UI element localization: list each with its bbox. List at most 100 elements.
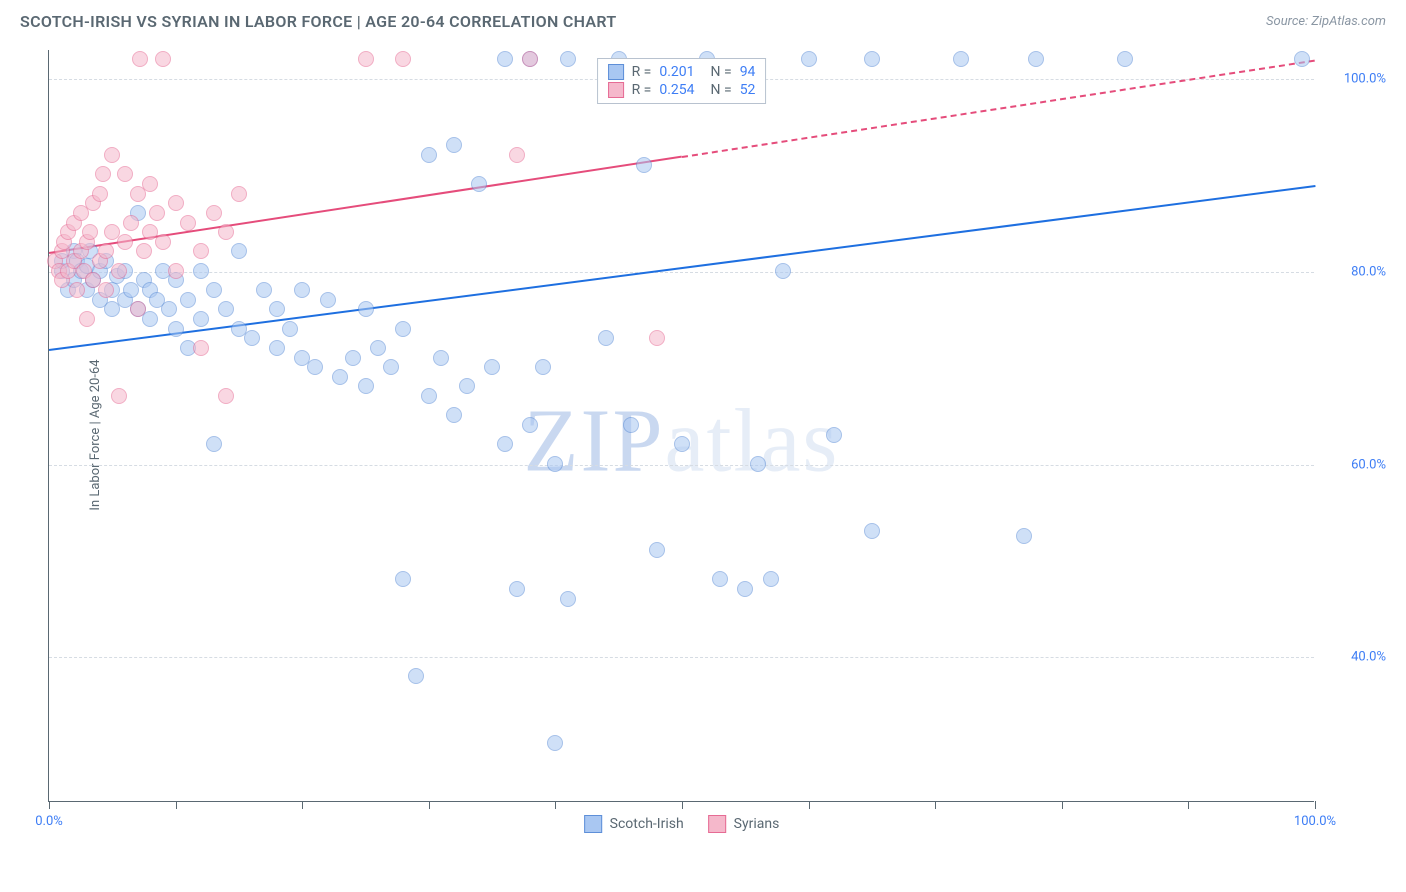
gridline-horizontal xyxy=(49,465,1314,466)
x-tick xyxy=(302,801,303,809)
scatter-point xyxy=(826,427,842,443)
scatter-point xyxy=(864,51,880,67)
r-label: R = xyxy=(632,82,652,98)
x-tick xyxy=(555,801,556,809)
gridline-horizontal xyxy=(49,272,1314,273)
scatter-point xyxy=(206,436,222,452)
scatter-point xyxy=(161,301,177,317)
stats-legend-row: R =0.254N =52 xyxy=(608,81,756,99)
y-tick-label: 100.0% xyxy=(1344,71,1386,86)
scatter-point xyxy=(256,282,272,298)
scatter-point xyxy=(307,359,323,375)
scatter-point xyxy=(231,186,247,202)
scatter-point xyxy=(509,581,525,597)
scatter-point xyxy=(218,388,234,404)
scatter-point xyxy=(130,301,146,317)
scatter-point xyxy=(1294,51,1310,67)
scatter-point xyxy=(180,215,196,231)
scatter-point xyxy=(623,417,639,433)
scatter-point xyxy=(206,282,222,298)
x-tick xyxy=(682,801,683,809)
scatter-point xyxy=(636,157,652,173)
stats-legend: R =0.201N =94R =0.254N =52 xyxy=(597,58,767,104)
scatter-point xyxy=(459,378,475,394)
scatter-point xyxy=(117,166,133,182)
scatter-point xyxy=(497,51,513,67)
r-value: 0.254 xyxy=(659,82,694,98)
scatter-point xyxy=(712,571,728,587)
chart-source: Source: ZipAtlas.com xyxy=(1266,14,1386,29)
scatter-point xyxy=(98,243,114,259)
scatter-point xyxy=(547,735,563,751)
series-legend-label: Syrians xyxy=(734,816,780,832)
scatter-point xyxy=(598,330,614,346)
gridline-horizontal xyxy=(49,657,1314,658)
scatter-point xyxy=(358,378,374,394)
scatter-point xyxy=(395,51,411,67)
scatter-point xyxy=(149,205,165,221)
r-value: 0.201 xyxy=(659,64,694,80)
r-label: R = xyxy=(632,64,652,80)
scatter-point xyxy=(168,321,184,337)
scatter-point xyxy=(111,388,127,404)
scatter-point xyxy=(446,137,462,153)
scatter-point xyxy=(206,205,222,221)
scatter-point xyxy=(193,311,209,327)
scatter-point xyxy=(433,350,449,366)
scatter-point xyxy=(155,51,171,67)
scatter-point xyxy=(111,263,127,279)
y-tick-label: 80.0% xyxy=(1351,264,1386,279)
scatter-point xyxy=(649,330,665,346)
scatter-point xyxy=(522,417,538,433)
scatter-point xyxy=(509,147,525,163)
scatter-point xyxy=(193,340,209,356)
scatter-point xyxy=(168,195,184,211)
scatter-point xyxy=(117,234,133,250)
scatter-point xyxy=(142,311,158,327)
scatter-point xyxy=(82,224,98,240)
scatter-point xyxy=(282,321,298,337)
scatter-point xyxy=(79,311,95,327)
scatter-point xyxy=(674,436,690,452)
scatter-point xyxy=(193,263,209,279)
scatter-point xyxy=(231,243,247,259)
scatter-point xyxy=(294,282,310,298)
scatter-point xyxy=(136,243,152,259)
scatter-point xyxy=(345,350,361,366)
x-tick xyxy=(176,801,177,809)
n-value: 94 xyxy=(740,64,756,80)
scatter-point xyxy=(560,591,576,607)
scatter-point xyxy=(69,282,85,298)
trend-line xyxy=(682,60,1315,158)
scatter-point xyxy=(775,263,791,279)
scatter-point xyxy=(649,542,665,558)
x-tick-label: 0.0% xyxy=(35,814,63,829)
scatter-point xyxy=(320,292,336,308)
scatter-point xyxy=(269,301,285,317)
chart-container: In Labor Force | Age 20-64 ZIPatlas 40.0… xyxy=(48,50,1388,820)
scatter-point xyxy=(395,571,411,587)
legend-swatch xyxy=(708,815,726,833)
scatter-point xyxy=(763,571,779,587)
scatter-point xyxy=(497,436,513,452)
x-tick-label: 100.0% xyxy=(1294,814,1336,829)
y-tick-label: 60.0% xyxy=(1351,457,1386,472)
scatter-point xyxy=(180,292,196,308)
x-tick xyxy=(1062,801,1063,809)
series-legend-item: Syrians xyxy=(708,815,780,833)
series-legend-item: Scotch-Irish xyxy=(584,815,684,833)
n-label: N = xyxy=(711,82,732,98)
scatter-point xyxy=(408,668,424,684)
x-tick xyxy=(429,801,430,809)
scatter-point xyxy=(953,51,969,67)
scatter-point xyxy=(801,51,817,67)
x-tick xyxy=(809,801,810,809)
scatter-point xyxy=(218,224,234,240)
scatter-point xyxy=(395,321,411,337)
scatter-point xyxy=(104,147,120,163)
scatter-point xyxy=(471,176,487,192)
plot-area: ZIPatlas 40.0%60.0%80.0%100.0%0.0%100.0%… xyxy=(48,50,1314,802)
chart-title: SCOTCH-IRISH VS SYRIAN IN LABOR FORCE | … xyxy=(20,12,616,31)
scatter-point xyxy=(155,234,171,250)
x-tick xyxy=(935,801,936,809)
